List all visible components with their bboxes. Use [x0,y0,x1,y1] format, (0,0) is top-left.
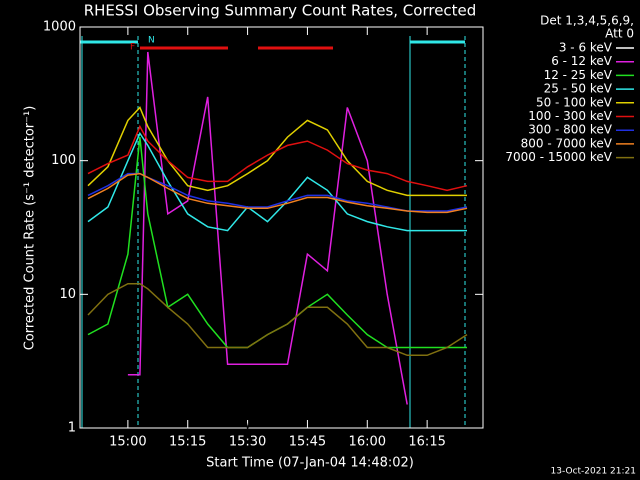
chart-title: RHESSI Observing Summary Count Rates, Co… [84,2,477,20]
series-line [87,282,468,357]
series-line [87,106,467,197]
series-line [87,131,467,232]
x-tick-label: 15:45 [289,435,326,450]
legend-label: 50 - 100 keV [536,95,613,109]
legend-label: 300 - 800 keV [528,123,612,137]
x-axis-label: Start Time (07-Jan-04 14:48:02) [206,456,414,471]
legend-header: Att 0 [605,27,634,41]
x-tick-label: 15:15 [169,435,206,450]
legend-label: 6 - 12 keV [551,54,613,68]
flag-label: F [130,43,135,53]
series-line [127,51,408,405]
flag-label: N [148,36,155,46]
x-tick-label: 15:30 [229,435,266,450]
legend-label: 3 - 6 keV [559,41,613,55]
y-tick-label: 100 [51,153,76,168]
x-tick-label: 16:00 [349,435,386,450]
legend-header: Det 1,3,4,5,6,9, [540,14,634,28]
series-line [139,100,388,431]
legend-label: 800 - 7000 keV [521,136,613,150]
series-line [87,124,468,192]
y-tick-label: 1000 [43,20,76,35]
legend-label: 7000 - 15000 keV [505,150,612,164]
footer: 13-Oct-2021 21:21 [551,467,636,477]
legend-label: 100 - 300 keV [528,109,612,123]
series-line [87,172,468,214]
y-axis-label: Corrected Count Rate (s⁻¹ detector⁻¹) [23,106,38,351]
plot-frame [79,26,484,429]
y-tick-label: 10 [59,287,76,302]
legend-label: 12 - 25 keV [544,68,613,82]
legend-label: 25 - 50 keV [544,82,613,96]
x-tick-label: 15:00 [109,435,146,450]
x-tick-label: 16:15 [408,435,445,450]
y-tick-label: 1 [68,421,76,436]
